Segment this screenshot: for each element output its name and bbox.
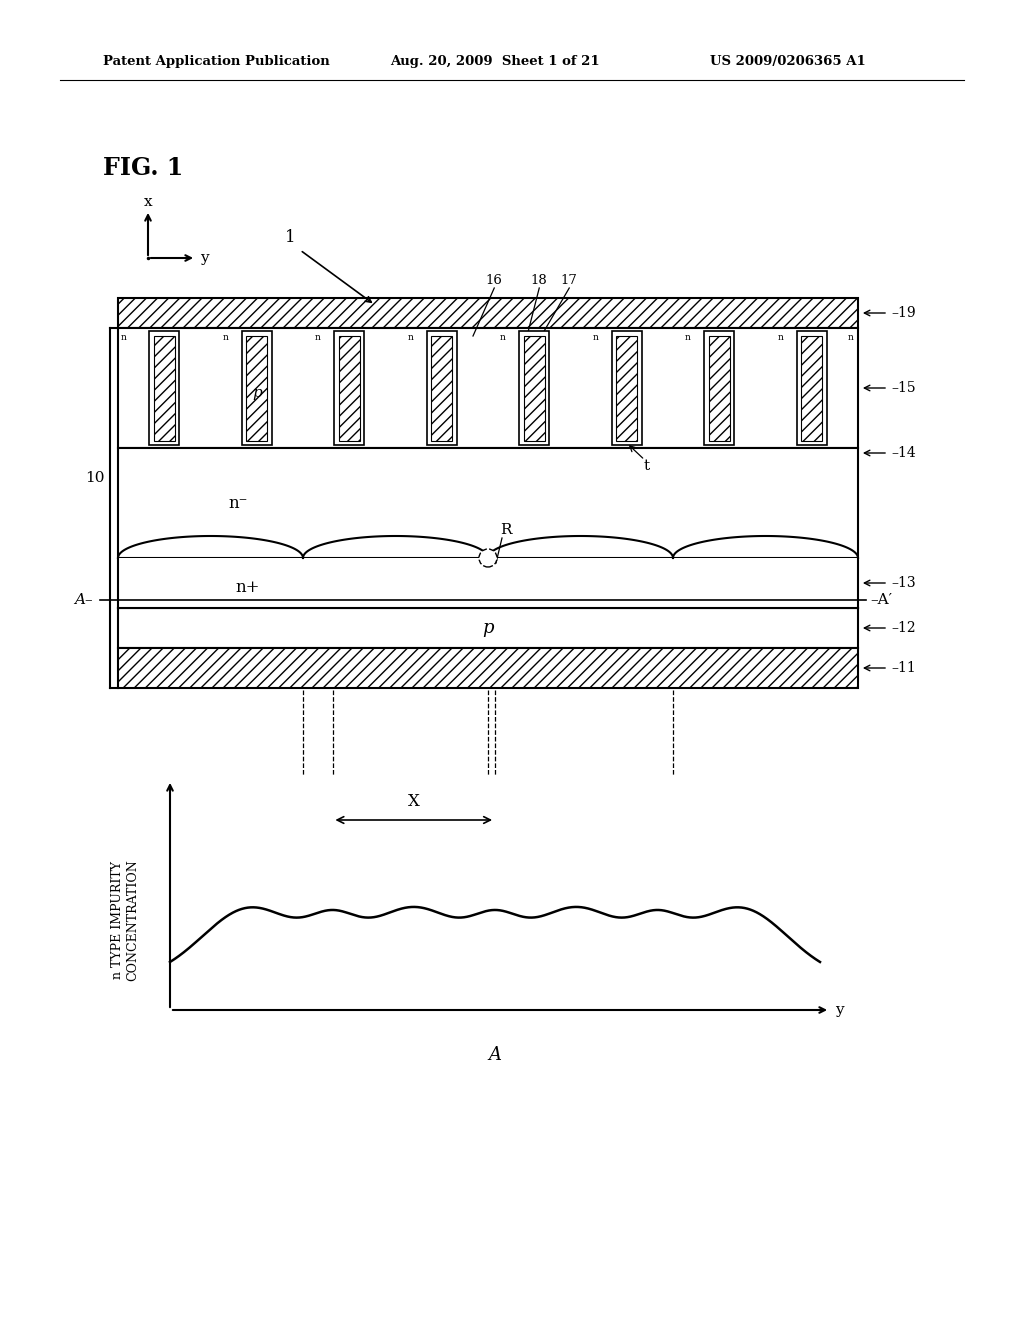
Text: A–: A– — [75, 593, 93, 607]
Text: n: n — [222, 334, 228, 342]
Text: x: x — [143, 195, 153, 209]
Text: X: X — [408, 793, 420, 810]
Text: 10: 10 — [85, 471, 105, 484]
Text: –14: –14 — [891, 446, 915, 459]
Text: –15: –15 — [891, 381, 915, 395]
Text: 18: 18 — [530, 273, 548, 286]
Bar — [118, 558, 858, 609]
Text: Patent Application Publication: Patent Application Publication — [103, 55, 330, 69]
Bar — [335, 331, 365, 445]
Bar — [150, 331, 179, 445]
Bar — [118, 609, 858, 648]
Bar — [612, 331, 642, 445]
Text: n: n — [121, 334, 127, 342]
Text: A: A — [488, 1045, 502, 1064]
Bar — [242, 331, 271, 445]
Text: y: y — [835, 1003, 844, 1016]
Text: n: n — [685, 334, 691, 342]
Bar — [524, 335, 545, 441]
Text: n+: n+ — [236, 579, 260, 597]
Text: n: n — [592, 334, 598, 342]
Text: R: R — [501, 523, 512, 537]
Text: –12: –12 — [891, 620, 915, 635]
Text: n: n — [314, 334, 321, 342]
Circle shape — [479, 549, 497, 568]
Bar — [616, 335, 637, 441]
Bar — [118, 648, 858, 688]
Bar — [118, 447, 858, 558]
Text: –19: –19 — [891, 306, 915, 319]
Bar — [427, 331, 457, 445]
Text: 1: 1 — [285, 230, 295, 247]
Text: t: t — [644, 459, 650, 473]
Bar — [519, 331, 549, 445]
Bar — [118, 327, 858, 447]
Text: n: n — [777, 334, 783, 342]
Bar — [247, 335, 267, 441]
Text: –A′: –A′ — [870, 593, 892, 607]
Text: n: n — [408, 334, 414, 342]
Text: 17: 17 — [561, 273, 578, 286]
Text: n⁻: n⁻ — [228, 495, 248, 511]
Bar — [709, 335, 729, 441]
Text: n: n — [848, 334, 854, 342]
Bar — [154, 335, 174, 441]
Bar — [797, 331, 826, 445]
Text: p: p — [482, 619, 494, 638]
Bar — [339, 335, 359, 441]
Text: Aug. 20, 2009  Sheet 1 of 21: Aug. 20, 2009 Sheet 1 of 21 — [390, 55, 600, 69]
Text: US 2009/0206365 A1: US 2009/0206365 A1 — [710, 55, 865, 69]
Text: –13: –13 — [891, 576, 915, 590]
Bar — [431, 335, 452, 441]
Text: n TYPE IMPURITY
CONCENTRATION: n TYPE IMPURITY CONCENTRATION — [111, 859, 139, 981]
Text: –11: –11 — [891, 661, 915, 675]
Bar — [118, 298, 858, 327]
Text: p: p — [252, 385, 261, 400]
Text: FIG. 1: FIG. 1 — [103, 156, 183, 180]
Bar — [802, 335, 822, 441]
Text: y: y — [200, 251, 208, 265]
Text: n: n — [500, 334, 506, 342]
Bar — [705, 331, 734, 445]
Text: 16: 16 — [485, 273, 503, 286]
